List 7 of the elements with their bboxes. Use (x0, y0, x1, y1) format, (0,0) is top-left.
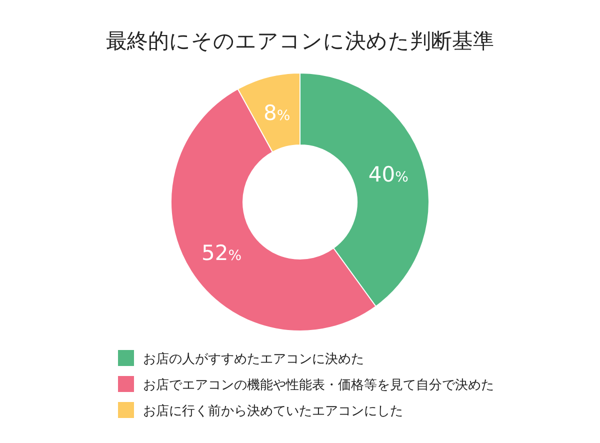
chart-title: 最終的にそのエアコンに決めた判断基準 (106, 29, 494, 53)
legend-label: お店に行く前から決めていたエアコンにした (143, 403, 403, 419)
legend-label: お店の人がすすめたエアコンに決めた (143, 351, 364, 367)
data-label: 8% (264, 100, 290, 125)
legend-label: お店でエアコンの機能や性能表・価格等を見て自分で決めた (143, 377, 494, 393)
data-label: 40% (368, 162, 408, 186)
data-label: 52% (201, 240, 242, 265)
